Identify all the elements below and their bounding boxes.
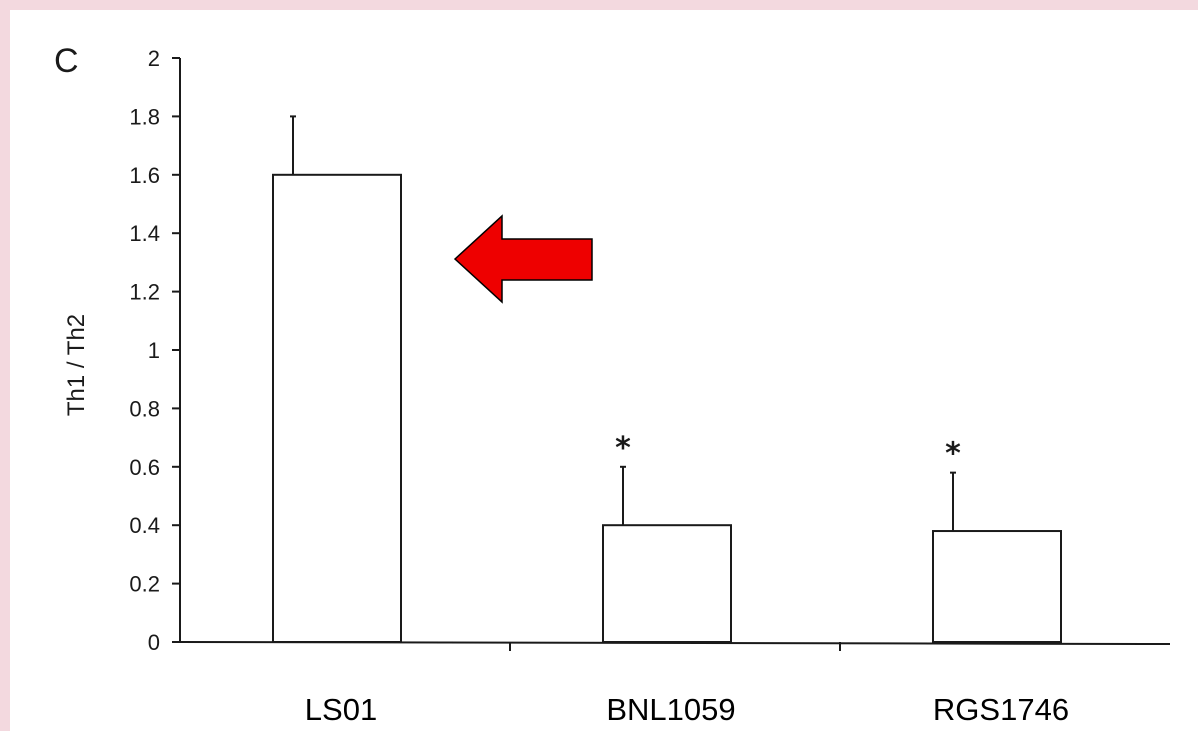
y-tick-label: 0.2	[129, 572, 160, 597]
arrow-shape	[453, 214, 593, 304]
bar	[272, 173, 402, 644]
bar	[602, 524, 732, 644]
bars: LS01 * BNL1059 * RGS1746	[272, 115, 1069, 727]
y-tick-label: 0	[148, 630, 160, 655]
y-tick-label: 1	[148, 338, 160, 363]
significance-star: *	[615, 431, 631, 466]
bar	[932, 530, 1062, 643]
y-tick-label: 1.2	[129, 280, 160, 305]
y-tick-label: 1.4	[129, 221, 160, 246]
x-category-label: BNL1059	[606, 692, 735, 727]
panel-label: C	[54, 42, 79, 80]
y-axis-label: Th1 / Th2	[63, 314, 90, 416]
x-category-label: LS01	[305, 692, 377, 727]
y-tick-label: 0.6	[129, 455, 160, 480]
y-tick-label: 1.6	[129, 163, 160, 188]
significance-star: *	[945, 437, 961, 472]
bar-chart: C Th1 / Th2 00.20.40.60.811.21.41.61.82 …	[54, 42, 1171, 727]
x-category-label: RGS1746	[933, 692, 1069, 727]
y-tick-label: 0.8	[129, 396, 160, 421]
y-tick-label: 0.4	[129, 513, 160, 538]
red-arrow-annotation	[453, 214, 593, 304]
y-tick-label: 2	[148, 46, 160, 71]
y-tick-label: 1.8	[129, 104, 160, 129]
figure-panel: C Th1 / Th2 0 0.2 0.4 0.6 0.8 1 1.2 1.4 1.6 1.8 2 …	[10, 10, 1198, 731]
